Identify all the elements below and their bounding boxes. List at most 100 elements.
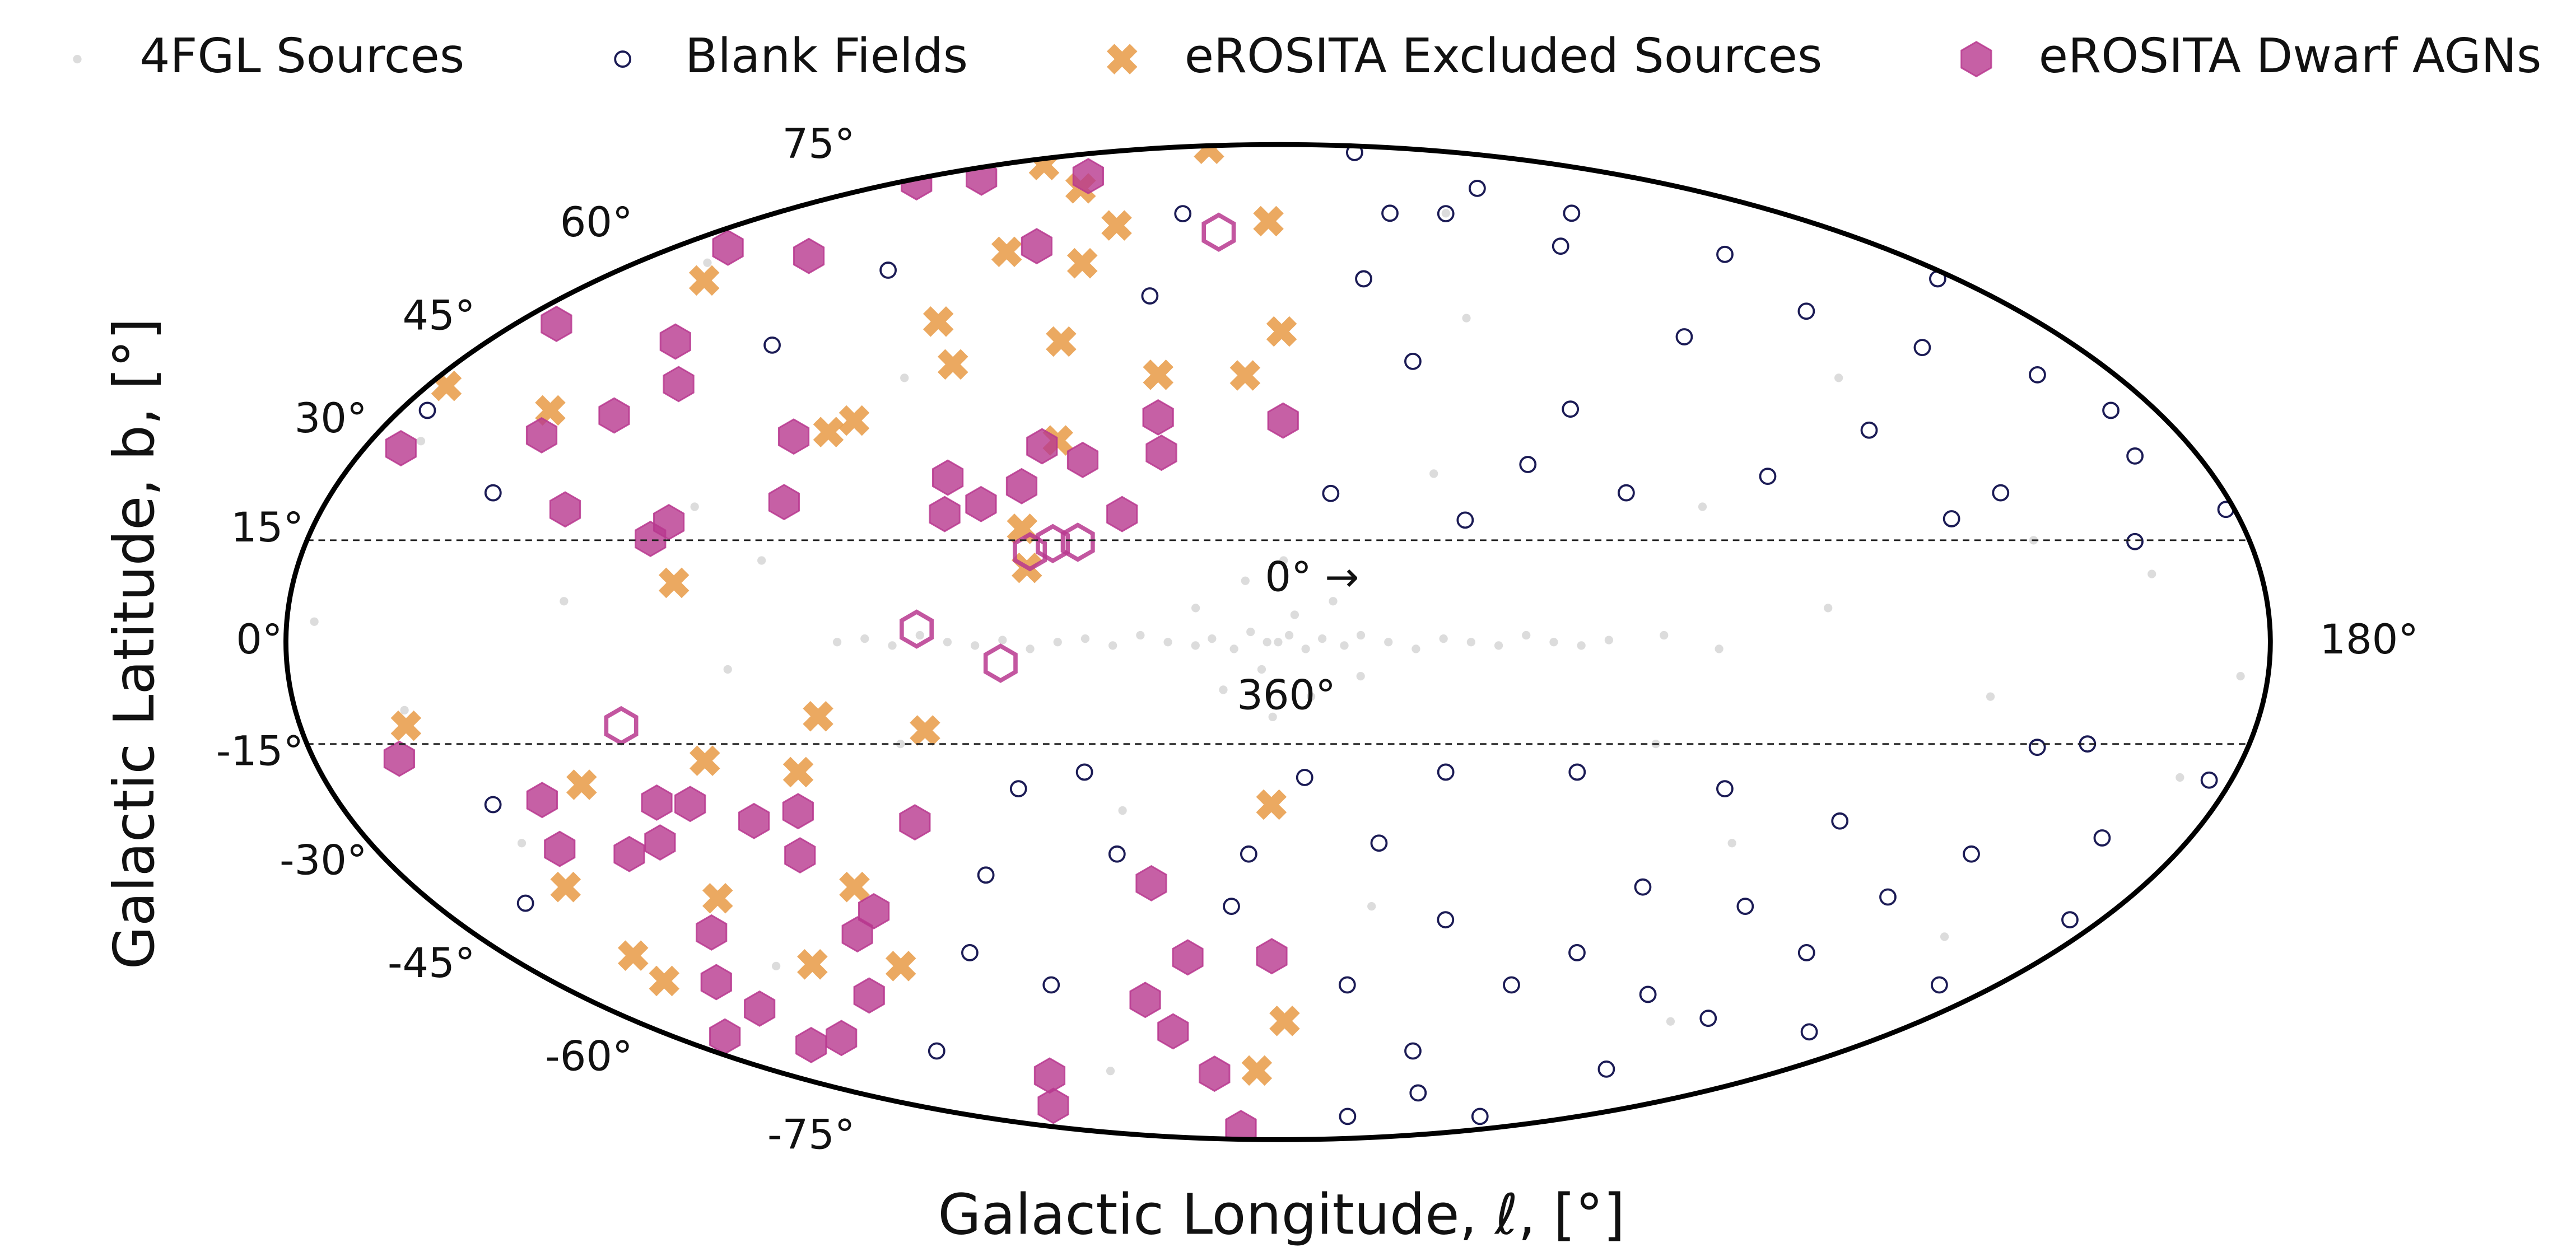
- point: [702, 882, 733, 914]
- point: [1145, 435, 1177, 471]
- point: [1471, 1108, 1489, 1125]
- point: [977, 866, 995, 884]
- point: [1284, 630, 1294, 640]
- point: [2148, 569, 2156, 578]
- point: [1199, 1055, 1231, 1092]
- point: [1136, 630, 1145, 640]
- x-axis-label: Galactic Longitude, ℓ, [°]: [938, 1181, 1625, 1247]
- y-tick-label: -15°: [216, 728, 304, 776]
- point: [1201, 212, 1236, 252]
- point: [813, 417, 844, 447]
- point: [641, 784, 673, 821]
- point: [1118, 806, 1127, 815]
- point: [1322, 484, 1340, 502]
- point: [763, 336, 781, 354]
- point: [550, 871, 581, 903]
- point: [658, 567, 690, 599]
- point: [888, 641, 897, 650]
- point: [1072, 158, 1105, 195]
- point: [965, 485, 997, 522]
- point: [1268, 712, 1277, 722]
- point: [1503, 976, 1520, 994]
- point: [1355, 270, 1372, 288]
- point: [663, 366, 695, 403]
- point: [1191, 641, 1200, 650]
- point: [484, 796, 502, 814]
- point: [484, 484, 502, 502]
- point: [998, 636, 1007, 644]
- point: [1568, 944, 1586, 961]
- point: [1229, 360, 1261, 391]
- point: [900, 609, 934, 649]
- point: [517, 839, 527, 848]
- point: [400, 706, 409, 714]
- point: [566, 769, 597, 800]
- point: [1519, 456, 1537, 473]
- point: [390, 710, 422, 741]
- point: [2061, 911, 2079, 929]
- point: [896, 740, 905, 749]
- point: [784, 837, 816, 874]
- point: [383, 740, 416, 777]
- point: [1296, 769, 1313, 786]
- point: [2093, 829, 2111, 847]
- point: [1163, 638, 1172, 647]
- legend-marker: [1960, 41, 1992, 78]
- y-tick-label: -30°: [280, 837, 367, 884]
- point: [929, 496, 961, 532]
- point: [1522, 630, 1531, 640]
- point: [1552, 237, 1569, 255]
- point: [1279, 556, 1288, 565]
- point: [1797, 302, 1815, 320]
- plot-area: [310, 144, 2245, 1140]
- point: [1005, 468, 1038, 504]
- point: [839, 871, 870, 903]
- point: [613, 835, 645, 872]
- point: [1409, 1084, 1427, 1102]
- point: [1256, 789, 1287, 820]
- point: [1241, 1055, 1273, 1086]
- point: [1568, 763, 1586, 781]
- point: [793, 237, 825, 274]
- point: [1339, 1108, 1357, 1125]
- point: [915, 630, 924, 640]
- point: [1468, 180, 1486, 197]
- point: [1013, 532, 1047, 572]
- point: [1194, 144, 1224, 164]
- point: [1831, 812, 1849, 830]
- point: [777, 418, 810, 455]
- legend-item: Blank Fields: [614, 29, 968, 84]
- y-tick-label: 15°: [231, 504, 304, 552]
- point: [598, 397, 630, 434]
- point: [1106, 1067, 1115, 1076]
- point: [1577, 641, 1586, 650]
- point: [1108, 641, 1117, 650]
- point: [1075, 763, 1093, 781]
- point: [1356, 630, 1366, 640]
- point: [1042, 976, 1060, 994]
- point: [1053, 638, 1062, 647]
- point: [1225, 1110, 1257, 1140]
- point: [1172, 939, 1204, 976]
- point: [723, 665, 732, 674]
- point: [674, 786, 706, 823]
- point: [1381, 204, 1399, 222]
- point: [1562, 400, 1580, 418]
- point: [1066, 247, 1098, 279]
- point: [1356, 671, 1365, 681]
- point: [1269, 1006, 1300, 1036]
- point: [1800, 1023, 1818, 1041]
- point: [910, 715, 940, 746]
- point: [1191, 604, 1200, 613]
- point: [690, 745, 720, 776]
- y-tick-label: -45°: [388, 940, 475, 987]
- point: [971, 641, 980, 650]
- point: [832, 638, 842, 647]
- point: [703, 258, 712, 267]
- x-tick-label: 0° →: [1265, 553, 1359, 601]
- point: [2029, 366, 2046, 384]
- point: [900, 373, 909, 382]
- point: [1404, 352, 1422, 370]
